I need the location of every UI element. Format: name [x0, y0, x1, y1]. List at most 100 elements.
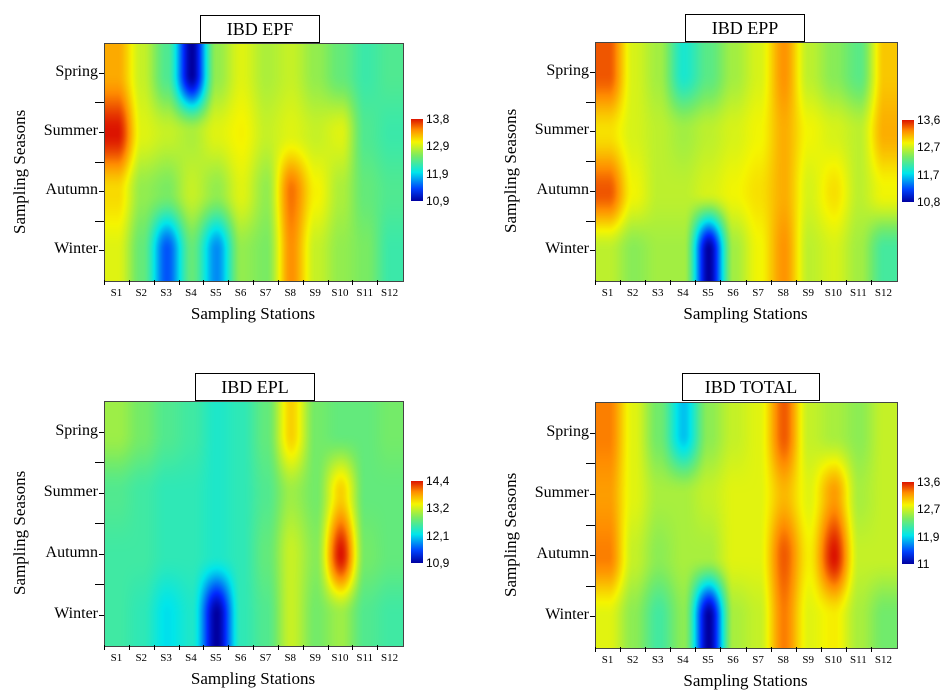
y-tick-mark: [95, 523, 104, 524]
x-tick-label: S12: [381, 287, 399, 299]
x-tick-label: S11: [356, 287, 374, 299]
y-tick-label: Spring: [546, 61, 589, 79]
colorbar-tick-label: 13,6: [917, 113, 941, 127]
heatmap-surface: [596, 403, 897, 648]
x-tick-mark: [595, 280, 596, 285]
colorbar-tick-label: 11,9: [426, 166, 449, 181]
x-tick-mark: [377, 280, 378, 285]
y-tick-label: Winter: [54, 240, 98, 258]
x-tick-label: S9: [802, 287, 815, 299]
x-tick-mark: [328, 280, 329, 285]
x-tick-mark: [278, 280, 279, 285]
x-tick-label: S4: [676, 654, 689, 666]
x-tick-label: S7: [259, 287, 272, 299]
x-tick-mark: [179, 645, 180, 650]
x-tick-label: S12: [874, 287, 893, 299]
y-tick-mark: [95, 102, 104, 103]
y-axis-title: Sampling Seasons: [501, 472, 520, 597]
x-tick-mark: [303, 280, 304, 285]
colorbar-tick-label: 13,8: [426, 112, 450, 126]
y-tick-mark: [590, 555, 595, 556]
y-tick-label: Spring: [55, 421, 98, 439]
y-tick-mark: [99, 250, 104, 251]
x-tick-label: S11: [356, 652, 374, 664]
chart-title: IBD EPP: [685, 14, 805, 42]
x-tick-mark: [303, 645, 304, 650]
y-tick-mark: [586, 102, 595, 103]
y-tick-label: Summer: [534, 121, 589, 139]
colorbar: [902, 120, 914, 202]
y-axis-title: Sampling Seasons: [10, 470, 29, 595]
y-tick-label: Autumn: [45, 543, 98, 561]
colorbar: [902, 482, 914, 564]
x-tick-mark: [695, 647, 696, 652]
x-tick-label: S7: [259, 652, 272, 664]
x-tick-mark: [278, 645, 279, 650]
x-tick-mark: [796, 280, 797, 285]
chart-title: IBD TOTAL: [682, 373, 820, 401]
x-tick-mark: [871, 647, 872, 652]
x-tick-mark: [620, 280, 621, 285]
x-tick-mark: [821, 280, 822, 285]
x-tick-label: S6: [234, 652, 247, 664]
x-tick-label: S2: [135, 287, 148, 299]
y-tick-mark: [590, 616, 595, 617]
x-tick-mark: [595, 647, 596, 652]
colorbar: [411, 119, 423, 201]
x-tick-mark: [104, 280, 105, 285]
x-tick-mark: [352, 645, 353, 650]
x-tick-label: S3: [651, 287, 664, 299]
x-tick-mark: [720, 280, 721, 285]
x-tick-mark: [846, 280, 847, 285]
chart-title: IBD EPF: [200, 15, 320, 43]
y-axis-title: Sampling Seasons: [501, 108, 520, 233]
colorbar: [411, 481, 423, 563]
x-tick-label: S1: [110, 287, 123, 299]
y-tick-mark: [99, 615, 104, 616]
heatmap-surface: [105, 402, 403, 646]
x-tick-label: S3: [651, 654, 664, 666]
x-tick-mark: [129, 280, 130, 285]
y-tick-mark: [590, 433, 595, 434]
y-tick-mark: [586, 463, 595, 464]
y-tick-label: Autumn: [536, 180, 589, 198]
colorbar-tick-label: 12,1: [426, 528, 450, 543]
heatmap-surface: [105, 44, 403, 281]
x-tick-mark: [104, 645, 105, 650]
x-tick-label: S5: [209, 652, 222, 664]
x-tick-label: S6: [727, 654, 739, 666]
x-tick-label: S5: [702, 287, 714, 299]
x-tick-label: S5: [702, 654, 714, 666]
y-tick-label: Winter: [545, 606, 589, 624]
x-tick-mark: [771, 647, 772, 652]
x-tick-mark: [746, 280, 747, 285]
x-tick-mark: [746, 647, 747, 652]
x-tick-label: S12: [381, 652, 399, 664]
y-tick-mark: [590, 131, 595, 132]
x-tick-label: S1: [601, 654, 614, 666]
x-tick-label: S6: [234, 287, 247, 299]
x-tick-label: S6: [727, 287, 739, 299]
x-tick-mark: [796, 647, 797, 652]
x-tick-label: S8: [777, 654, 789, 666]
x-tick-mark: [720, 647, 721, 652]
y-tick-mark: [95, 162, 104, 163]
heatmap-plot: [104, 43, 404, 282]
chart-title: IBD EPL: [195, 373, 315, 401]
x-tick-label: S5: [209, 287, 222, 299]
y-tick-label: Summer: [534, 483, 589, 501]
x-axis-title: Sampling Stations: [683, 671, 808, 690]
colorbar-tick-label: 14,4: [426, 474, 450, 488]
x-tick-mark: [129, 645, 130, 650]
colorbar-tick-label: 11,7: [917, 167, 940, 182]
x-tick-label: S1: [110, 652, 123, 664]
y-tick-label: Summer: [43, 482, 98, 500]
x-tick-label: S8: [284, 652, 297, 664]
y-tick-mark: [99, 493, 104, 494]
colorbar-tick-label: 11: [917, 557, 930, 571]
x-tick-mark: [670, 280, 671, 285]
x-tick-mark: [771, 280, 772, 285]
y-tick-mark: [590, 250, 595, 251]
x-tick-label: S9: [309, 287, 321, 299]
x-tick-mark: [179, 280, 180, 285]
